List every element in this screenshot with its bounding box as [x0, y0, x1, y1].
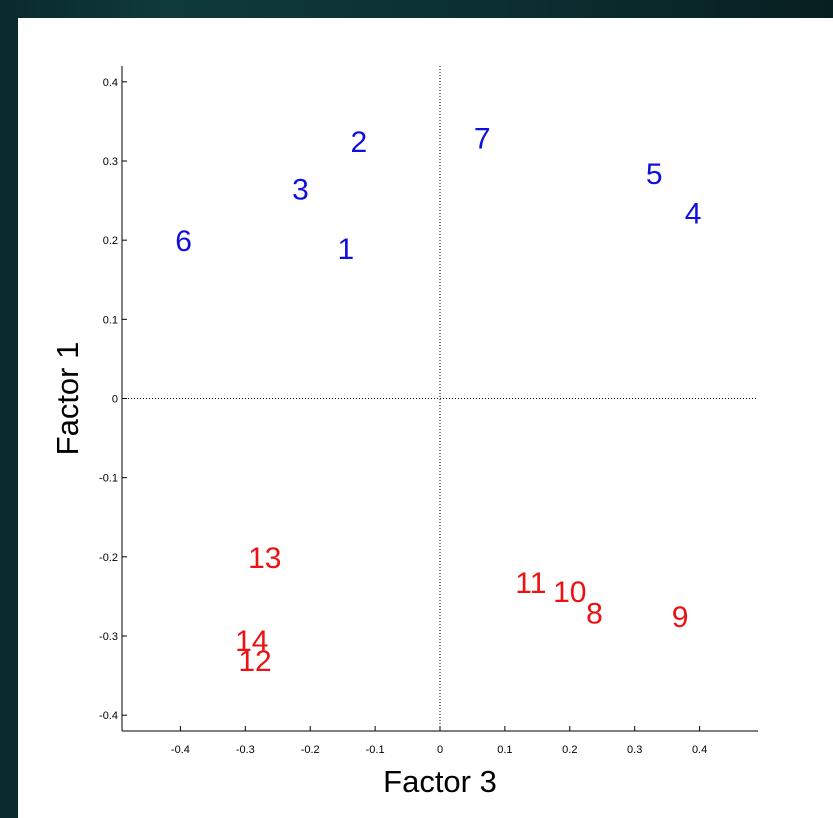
x-tick-label: -0.1: [366, 744, 385, 756]
y-tick-label: -0.3: [99, 631, 118, 643]
x-axis-title: Factor 3: [383, 764, 497, 799]
x-tick-label: -0.4: [171, 744, 190, 756]
y-tick-label: 0: [112, 394, 118, 406]
x-tick-label: 0.4: [692, 744, 707, 756]
data-point-label: 12: [238, 645, 271, 678]
data-point-label: 6: [175, 225, 192, 258]
data-point-label: 1: [338, 233, 355, 266]
x-ticks: -0.4 -0.3 -0.2 -0.1 0 0.1 0.2 0.3 0.4: [171, 726, 707, 756]
y-tick-label: -0.2: [99, 552, 118, 564]
y-tick-label: 0.3: [103, 156, 118, 168]
y-tick-label: 0.1: [103, 314, 118, 326]
data-point-label: 13: [248, 542, 281, 575]
y-tick-label: 0.4: [103, 77, 118, 89]
y-ticks: -0.4 -0.3 -0.2 -0.1 0 0.1 0.2 0.3 0.4: [99, 77, 127, 722]
data-point-label: 8: [586, 597, 603, 630]
data-point-label: 4: [685, 197, 702, 230]
data-point-label: 14: [235, 625, 268, 658]
data-point-label: 9: [672, 601, 689, 634]
x-tick-label: -0.2: [301, 744, 320, 756]
data-point-label: 10: [553, 576, 586, 609]
data-point-label: 3: [292, 174, 309, 207]
x-tick-label: 0.1: [497, 744, 512, 756]
x-tick-label: -0.3: [236, 744, 255, 756]
data-point-label: 7: [474, 122, 491, 155]
figure-panel: [18, 18, 833, 818]
x-tick-label: 0.3: [627, 744, 642, 756]
x-tick-label: 0: [437, 744, 443, 756]
y-axis-title: Factor 1: [50, 342, 85, 456]
data-point-label: 5: [646, 158, 663, 191]
y-tick-label: 0.2: [103, 235, 118, 247]
x-tick-label: 0.2: [562, 744, 577, 756]
data-point-label: 2: [351, 126, 368, 159]
y-tick-label: -0.4: [99, 710, 118, 722]
data-point-label: 11: [515, 567, 546, 600]
y-tick-label: -0.1: [99, 473, 118, 485]
